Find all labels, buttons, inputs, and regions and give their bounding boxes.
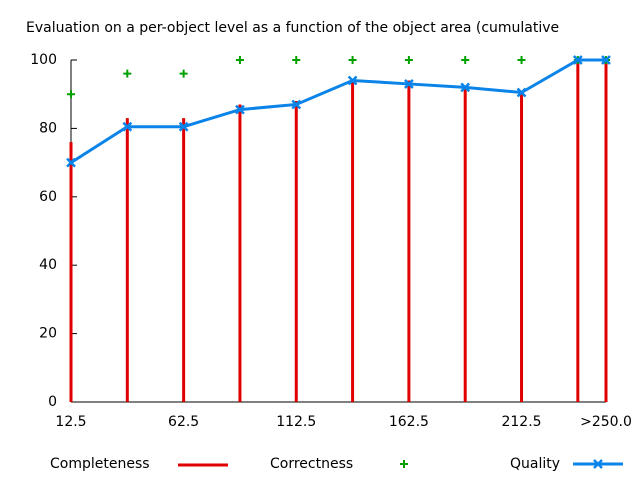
y-tick-label: 0 (48, 394, 57, 410)
point (348, 56, 357, 64)
legend-label: Quality (510, 456, 560, 472)
y-tick-label: 60 (39, 189, 57, 205)
chart-title: Evaluation on a per-object level as a fu… (26, 20, 559, 36)
point (460, 82, 471, 93)
point (516, 87, 527, 98)
x-tick-label: 212.5 (501, 414, 541, 430)
point (292, 56, 301, 64)
point (235, 104, 245, 115)
point (66, 157, 76, 168)
point (179, 69, 188, 78)
point (517, 56, 526, 64)
y-tick-label: 80 (39, 120, 57, 136)
y-tick-label: 20 (39, 326, 57, 342)
x-tick-label: >250.0 (580, 414, 632, 430)
legend-key (400, 460, 408, 468)
y-tick-label: 40 (39, 257, 57, 273)
point (123, 69, 132, 78)
point (572, 55, 583, 65)
point (404, 56, 413, 64)
legend-label: Correctness (270, 456, 353, 472)
point (67, 90, 75, 99)
point (347, 75, 358, 86)
point (178, 121, 189, 132)
point (461, 56, 470, 64)
x-tick-label: 112.5 (276, 414, 316, 430)
legend-key (593, 459, 603, 469)
point (404, 79, 414, 89)
point (235, 56, 244, 64)
line (70, 58, 606, 164)
x-tick-label: 62.5 (168, 414, 199, 430)
point (291, 99, 302, 110)
y-tick-label: 100 (30, 52, 57, 68)
point (122, 121, 133, 132)
point (601, 55, 611, 65)
x-tick-label: 12.5 (55, 414, 86, 430)
x-tick-label: 162.5 (389, 414, 429, 430)
legend-label: Completeness (50, 456, 150, 472)
